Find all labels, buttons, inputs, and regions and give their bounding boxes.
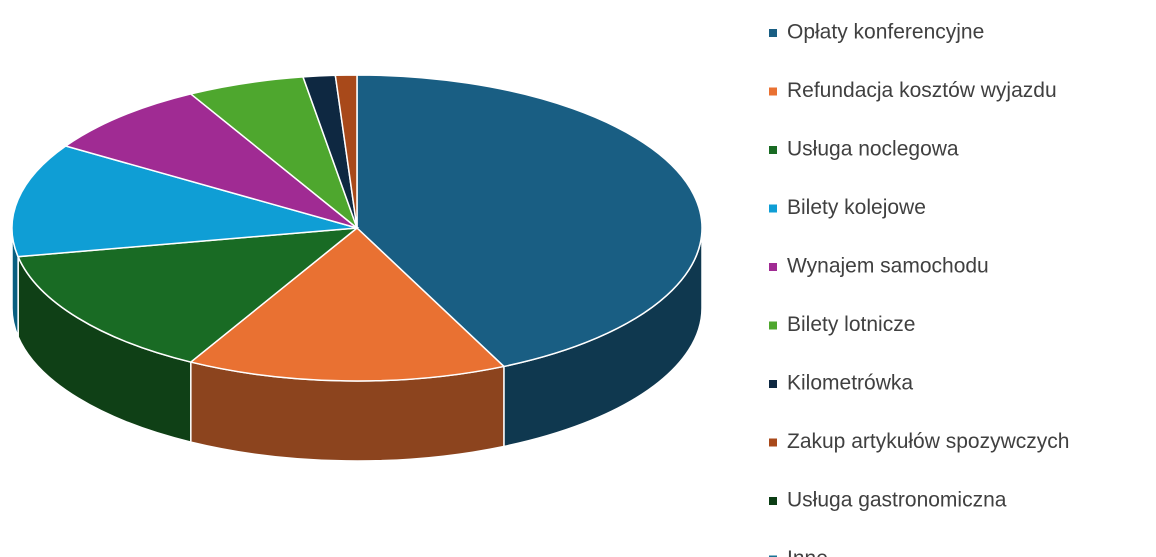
legend-label: Opłaty konferencyjne	[787, 21, 984, 44]
legend-swatch	[769, 555, 777, 557]
legend-label: Bilety lotnicze	[787, 313, 915, 336]
legend-swatch	[769, 146, 777, 154]
legend-label: Wynajem samochodu	[787, 255, 989, 278]
legend-swatch	[769, 29, 777, 37]
pie-slice	[356, 74, 703, 368]
pie-slice	[17, 227, 360, 363]
legend-label: Inne	[787, 547, 828, 557]
legend-label: Refundacja kosztów wyjazdu	[787, 79, 1057, 102]
legend-label: Kilometrówka	[787, 372, 913, 395]
legend-swatch	[769, 204, 777, 213]
legend-swatch	[769, 380, 777, 388]
legend-swatch	[769, 87, 777, 96]
legend-label: Bilety kolejowe	[787, 196, 926, 219]
legend-label: Zakup artykułów spozywczych	[787, 430, 1069, 453]
legend-swatch	[769, 263, 777, 271]
legend-label: Usługa noclegowa	[787, 138, 959, 161]
pie-slice	[334, 74, 358, 229]
legend-swatch	[769, 438, 777, 447]
legend-swatch	[769, 497, 777, 505]
legend-label: Usługa gastronomiczna	[787, 489, 1007, 512]
pie-slice	[11, 145, 358, 258]
pie-slice	[189, 227, 506, 382]
pie-slice	[63, 93, 358, 229]
legend-swatch	[769, 321, 777, 330]
